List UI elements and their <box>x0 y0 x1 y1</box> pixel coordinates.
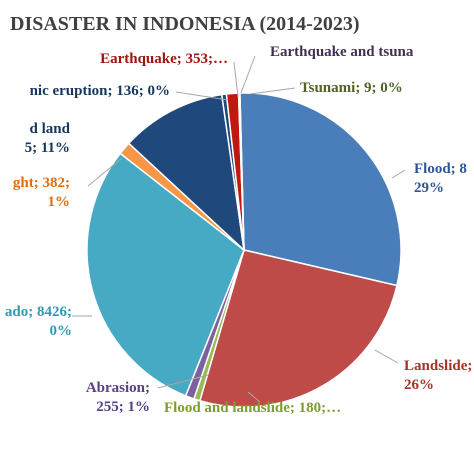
data-label: d land 5; 11% <box>25 121 71 156</box>
pie-slices <box>86 92 402 408</box>
leader-line <box>247 391 261 403</box>
pie-slice-tsunami <box>238 92 245 251</box>
data-label: Flood and landslide; 180;… <box>164 400 341 416</box>
leader-line <box>249 87 296 95</box>
leader-line <box>374 349 399 364</box>
leader-line <box>157 374 209 389</box>
data-label: nic eruption; 136; 0% <box>30 83 170 99</box>
data-label: ado; 8426; 0% <box>5 304 72 339</box>
leader-line <box>391 169 406 179</box>
data-label: Landslide; 26% <box>404 358 472 393</box>
data-label: Tsunami; 9; 0% <box>300 80 403 96</box>
data-label: Earthquake and tsuna <box>270 44 414 60</box>
pie-slice-flood <box>239 92 402 287</box>
data-label: Flood; 8 29% <box>414 161 467 196</box>
chart-title: DISASTER IN INDONESIA (2014-2023) <box>10 13 360 35</box>
leader-lines <box>72 55 406 403</box>
leader-line <box>87 157 123 187</box>
pie-slice-forest-and-land-fire <box>127 93 246 252</box>
data-label: Earthquake; 353;… <box>100 51 228 67</box>
leader-line <box>175 91 229 101</box>
leader-line <box>240 55 256 94</box>
data-label: ght; 382; 1% <box>13 175 70 210</box>
data-label: Abrasion; 255; 1% <box>86 380 150 415</box>
pie-slice-tornado <box>86 152 245 397</box>
pie-slice-landslide <box>198 249 398 408</box>
leader-line <box>233 61 239 98</box>
data-labels: Flood; 8 29% Landslide; 26% Flood and landsl… <box>5 44 472 416</box>
